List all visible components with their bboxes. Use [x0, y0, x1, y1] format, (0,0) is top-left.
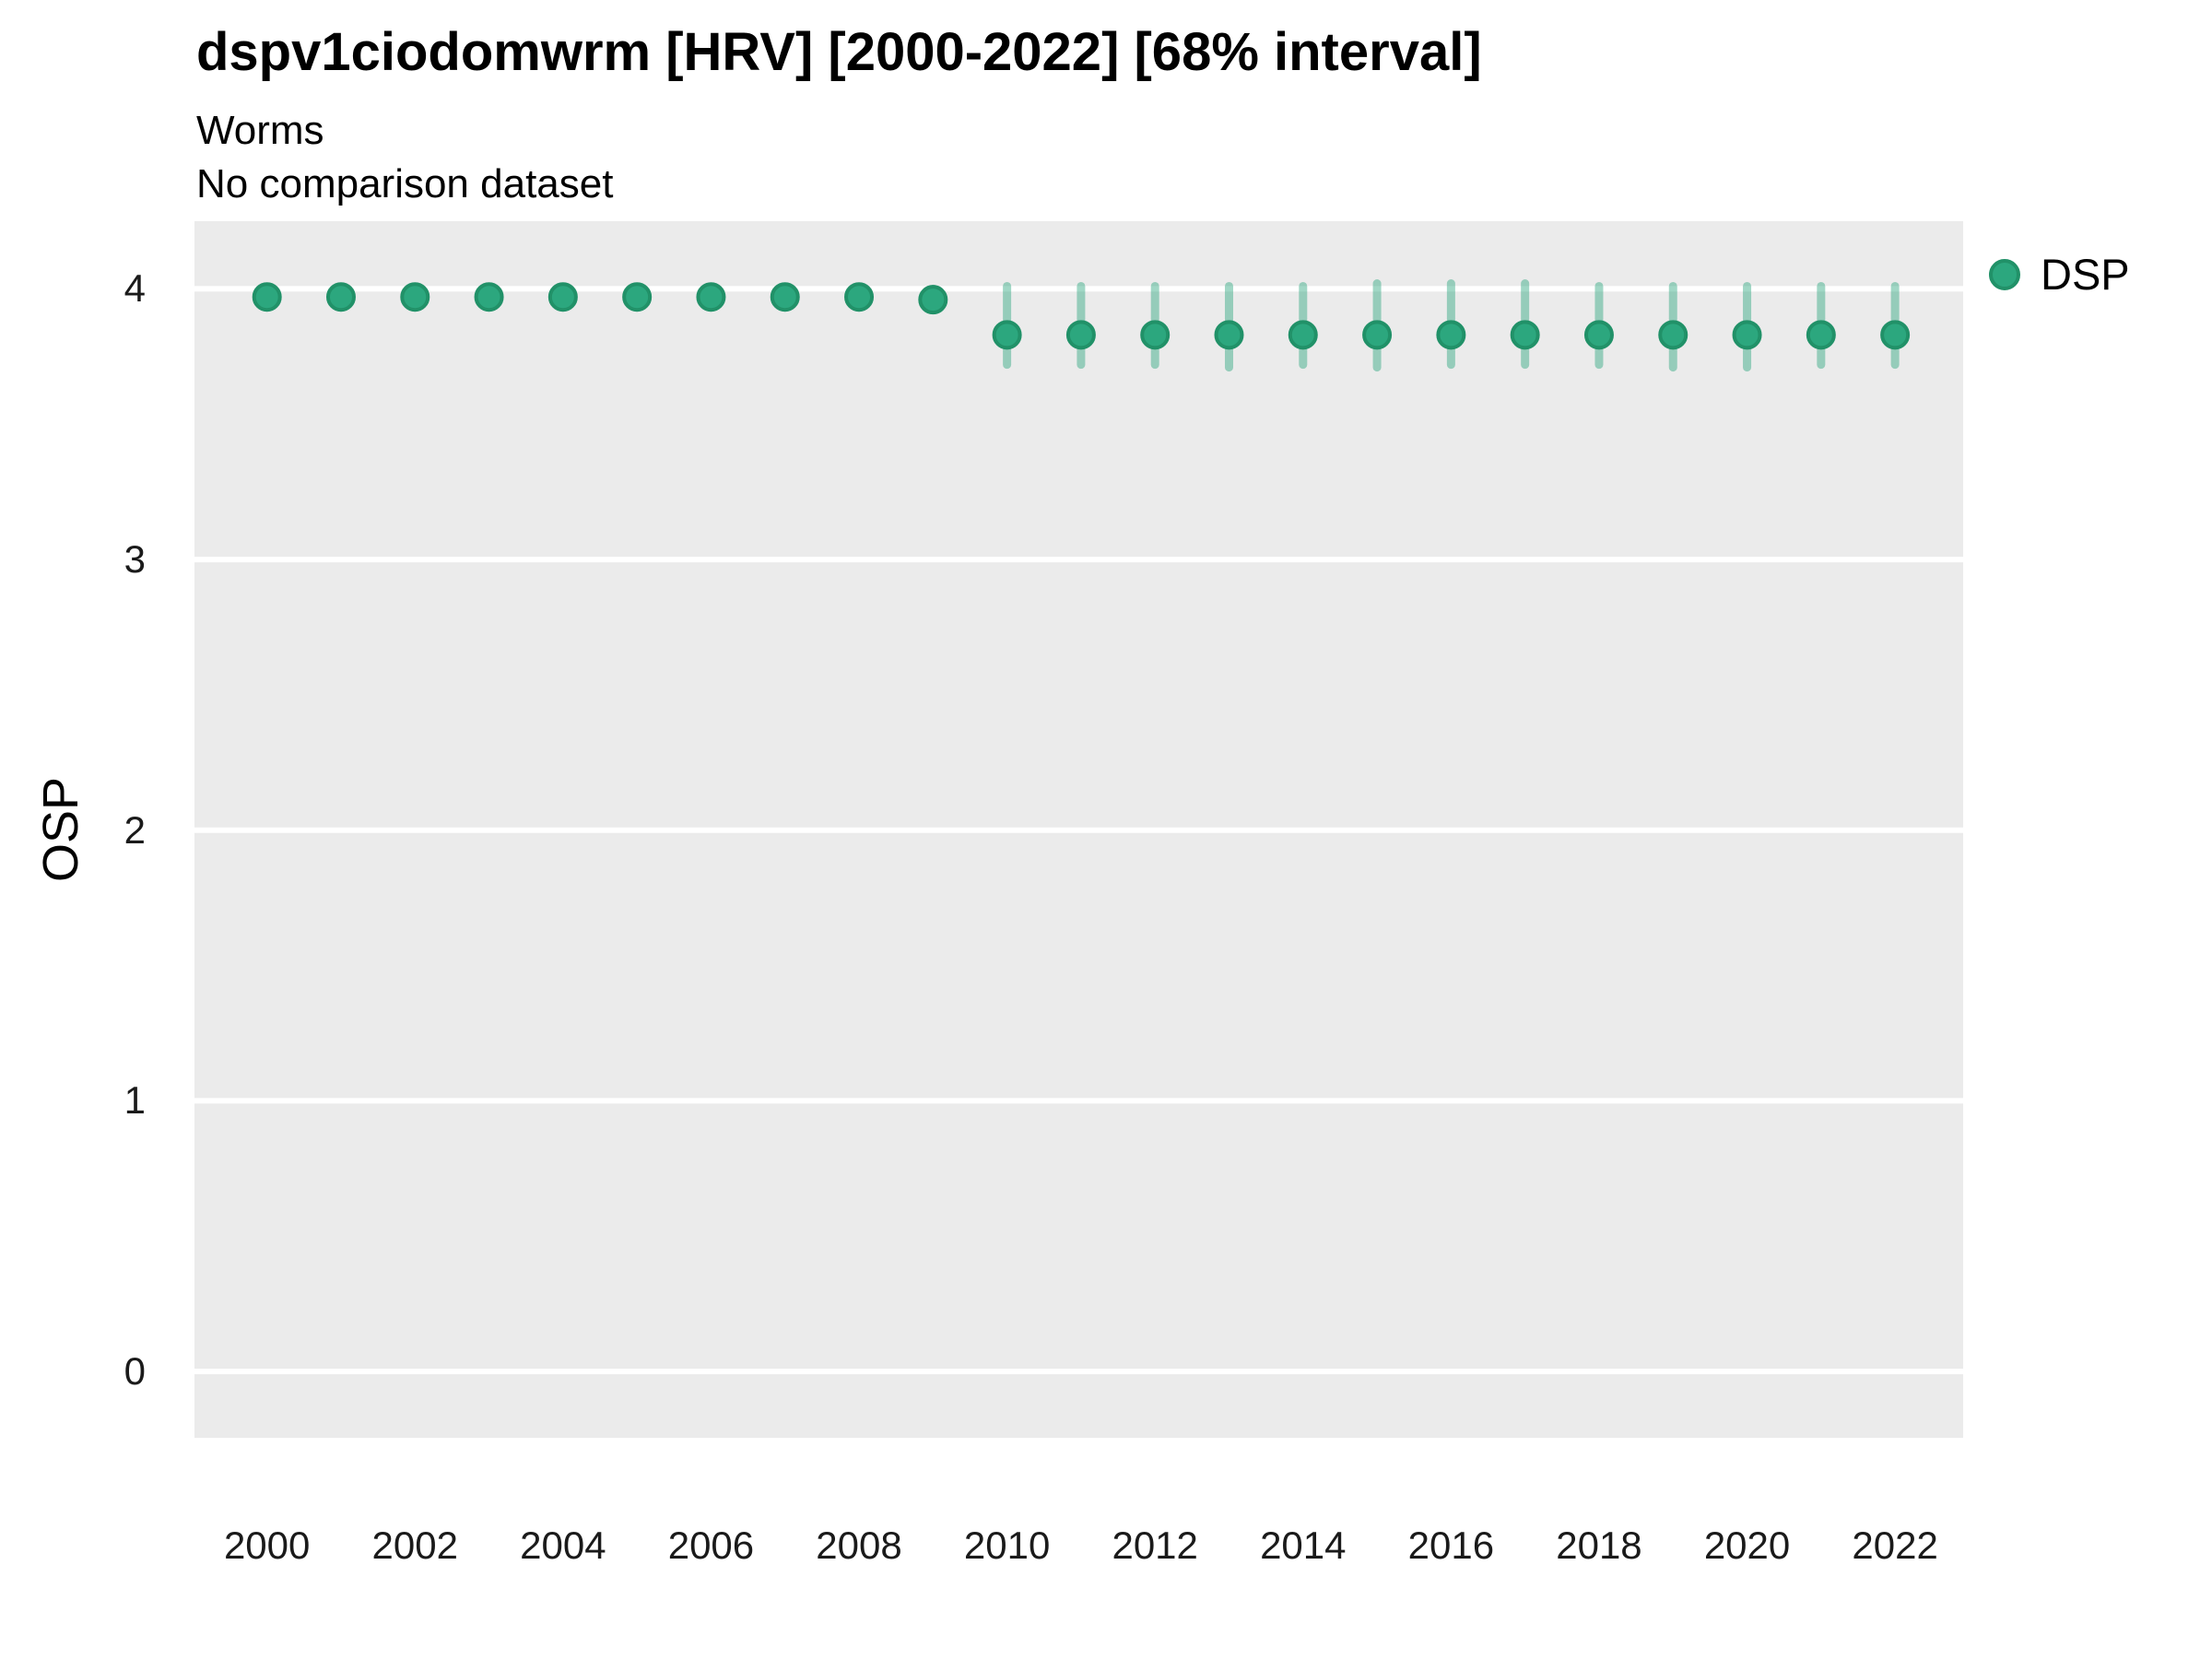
y-tick-label-0: 0: [124, 1349, 146, 1394]
data-point-2004: [547, 282, 578, 312]
data-point-2022: [1880, 320, 1911, 350]
x-tick-label-2016: 2016: [1407, 1524, 1495, 1567]
data-point-2006: [696, 282, 726, 312]
data-point-2012: [1140, 320, 1171, 350]
data-point-2011: [1065, 320, 1096, 350]
data-point-2002: [400, 282, 430, 312]
x-tick-label-2000: 2000: [223, 1524, 311, 1567]
data-point-2017: [1510, 320, 1540, 350]
plot-panel: [194, 221, 1963, 1438]
y-tick-label-1: 1: [124, 1078, 146, 1123]
data-point-2014: [1288, 320, 1318, 350]
data-point-2019: [1658, 320, 1688, 350]
x-tick-label-2004: 2004: [520, 1524, 606, 1567]
data-point-2013: [1214, 320, 1244, 350]
data-point-2010: [992, 320, 1022, 350]
x-tick-label-2008: 2008: [816, 1524, 902, 1567]
comparison-note: No comparison dataset: [196, 161, 614, 206]
x-tick-label-2022: 2022: [1852, 1524, 1938, 1567]
data-point-2001: [325, 282, 356, 312]
y-tick-label-3: 3: [124, 537, 146, 582]
data-point-2008: [844, 282, 875, 312]
legend-label-dsp: DSP: [2041, 250, 2130, 299]
data-point-2015: [1362, 320, 1393, 350]
plot-canvas: [194, 279, 1963, 1375]
chart-subtitle: Worms: [196, 108, 324, 153]
legend: DSP: [1989, 249, 2130, 300]
data-point-2003: [474, 282, 504, 312]
data-point-2009: [918, 285, 948, 315]
x-tick-label-2018: 2018: [1556, 1524, 1642, 1567]
data-point-2018: [1583, 320, 1614, 350]
x-tick-label-2006: 2006: [667, 1524, 755, 1567]
x-tick-label-2002: 2002: [371, 1524, 458, 1567]
data-point-2016: [1436, 320, 1466, 350]
legend-marker-circle-icon: [1989, 259, 2020, 290]
x-tick-label-2012: 2012: [1112, 1524, 1198, 1567]
data-point-2021: [1806, 320, 1836, 350]
x-tick-label-2020: 2020: [1703, 1524, 1791, 1567]
chart-title: dspv1ciodomwrm [HRV] [2000-2022] [68% in…: [196, 22, 1482, 82]
y-tick-label-4: 4: [124, 266, 146, 311]
data-point-2020: [1732, 320, 1762, 350]
data-point-2007: [770, 282, 800, 312]
data-point-2000: [252, 282, 282, 312]
data-point-2005: [622, 282, 653, 312]
y-tick-label-2: 2: [124, 807, 146, 852]
x-tick-label-2010: 2010: [963, 1524, 1051, 1567]
x-tick-label-2014: 2014: [1260, 1524, 1347, 1567]
